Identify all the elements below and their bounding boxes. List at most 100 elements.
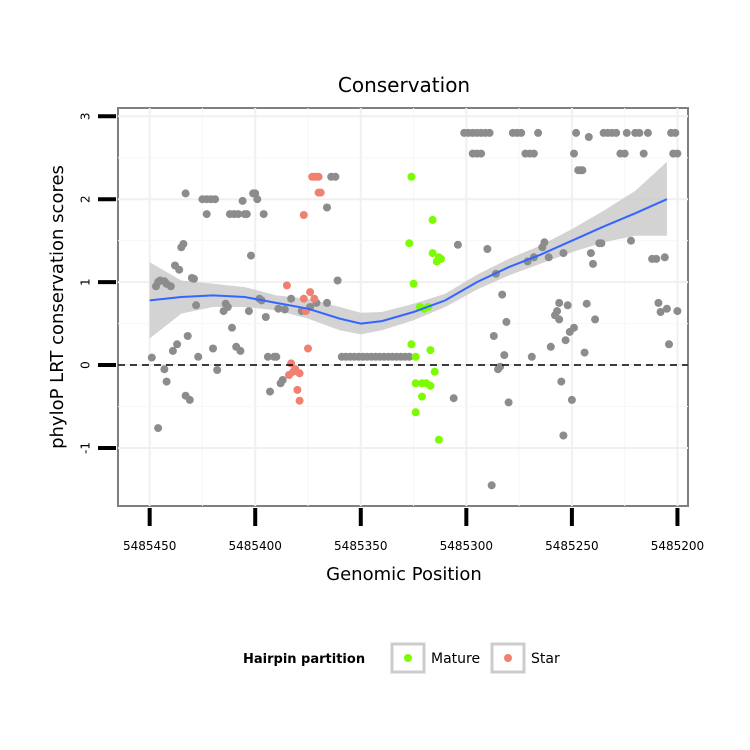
data-point-other: [247, 251, 255, 260]
data-point-other: [673, 307, 682, 316]
data-point-other: [160, 365, 169, 374]
data-point-other: [652, 254, 661, 263]
data-points-layer: [147, 128, 682, 490]
data-point-other: [181, 189, 190, 198]
data-point-mature: [426, 346, 435, 355]
data-point-other: [162, 377, 171, 386]
data-point-other: [192, 301, 201, 310]
data-point-other: [496, 362, 505, 371]
data-point-other: [209, 344, 217, 353]
data-point-other: [333, 276, 342, 285]
data-point-other: [498, 290, 507, 299]
data-point-other: [485, 128, 494, 137]
data-point-other: [211, 195, 220, 204]
data-point-other: [173, 340, 182, 349]
data-point-other: [656, 308, 665, 316]
chart-title: Conservation: [338, 73, 470, 97]
data-point-other: [584, 133, 593, 141]
data-point-other: [274, 304, 283, 313]
data-point-other: [453, 240, 462, 249]
data-point-other: [567, 395, 576, 404]
data-point-other: [597, 239, 606, 248]
data-point-other: [555, 315, 564, 324]
data-point-mature: [411, 379, 420, 388]
data-point-star: [306, 288, 315, 297]
data-point-other: [183, 332, 192, 340]
data-point-mature: [434, 435, 443, 444]
data-point-other: [185, 395, 194, 404]
data-point-other: [544, 253, 553, 262]
data-point-other: [500, 351, 509, 360]
data-point-other: [546, 342, 555, 351]
x-axis: 5485450 5485400 5485350 5485300 5485250 54852…: [123, 508, 704, 553]
y-tick-label: 2: [79, 195, 93, 203]
x-axis-title: Genomic Position: [326, 564, 482, 585]
y-axis-title: phyloP LRT conservation scores: [47, 165, 68, 449]
data-point-other: [236, 346, 245, 355]
data-point-other: [662, 304, 671, 313]
data-point-other: [578, 166, 587, 175]
y-tick-label: 0: [79, 361, 93, 369]
legend-title: Hairpin partition: [243, 652, 365, 667]
data-point-other: [323, 203, 331, 212]
data-point-mature: [407, 340, 416, 349]
data-point-other: [266, 387, 274, 396]
data-point-other: [622, 128, 631, 137]
data-point-star: [304, 344, 312, 353]
smooth-line: [149, 198, 668, 325]
data-point-other: [238, 196, 247, 205]
data-point-other: [489, 332, 498, 340]
y-axis: -1 0 1 2 3: [79, 112, 116, 454]
legend-label-star: Star: [531, 651, 560, 667]
data-point-other: [234, 210, 243, 219]
data-point-other: [263, 352, 272, 361]
smooth-line-layer: [149, 198, 668, 325]
data-point-other: [228, 323, 236, 332]
data-point-other: [635, 128, 644, 137]
data-point-other: [502, 317, 511, 326]
data-point-other: [168, 346, 177, 355]
data-point-mature: [418, 392, 426, 401]
data-point-star: [295, 396, 304, 405]
data-point-mature: [411, 408, 420, 417]
data-point-other: [570, 323, 578, 332]
data-point-other: [213, 366, 222, 374]
data-point-other: [323, 298, 331, 307]
data-point-other: [166, 282, 175, 291]
data-point-other: [147, 353, 156, 362]
data-point-other: [557, 377, 566, 386]
legend-marker-mature: [404, 654, 412, 662]
data-point-other: [673, 149, 682, 158]
data-point-other: [280, 305, 289, 314]
data-point-other: [261, 313, 270, 321]
data-point-other: [272, 352, 281, 361]
data-point-star: [316, 188, 325, 197]
data-point-other: [620, 149, 629, 158]
data-point-other: [242, 210, 251, 219]
data-point-other: [555, 298, 564, 307]
data-point-other: [612, 128, 621, 137]
y-tick-label: -1: [79, 442, 93, 454]
data-point-other: [570, 149, 578, 158]
data-point-other: [559, 249, 568, 258]
data-point-other: [202, 210, 211, 219]
data-point-mature: [428, 215, 437, 224]
data-point-other: [244, 307, 253, 316]
data-point-other: [582, 299, 591, 308]
data-point-mature: [407, 172, 416, 181]
x-tick-label: 5485400: [228, 539, 281, 553]
data-point-other: [654, 298, 663, 307]
data-point-mature: [405, 239, 414, 248]
data-point-mature: [411, 352, 420, 361]
data-point-other: [572, 128, 581, 137]
data-point-other: [194, 352, 203, 361]
data-point-star: [299, 211, 308, 219]
data-point-other: [331, 172, 340, 181]
data-point-other: [154, 424, 163, 433]
x-tick-label: 5485200: [651, 539, 704, 553]
data-point-other: [665, 340, 673, 349]
data-point-other: [586, 249, 595, 258]
data-point-other: [477, 149, 486, 158]
y-tick-label: 3: [79, 112, 93, 120]
